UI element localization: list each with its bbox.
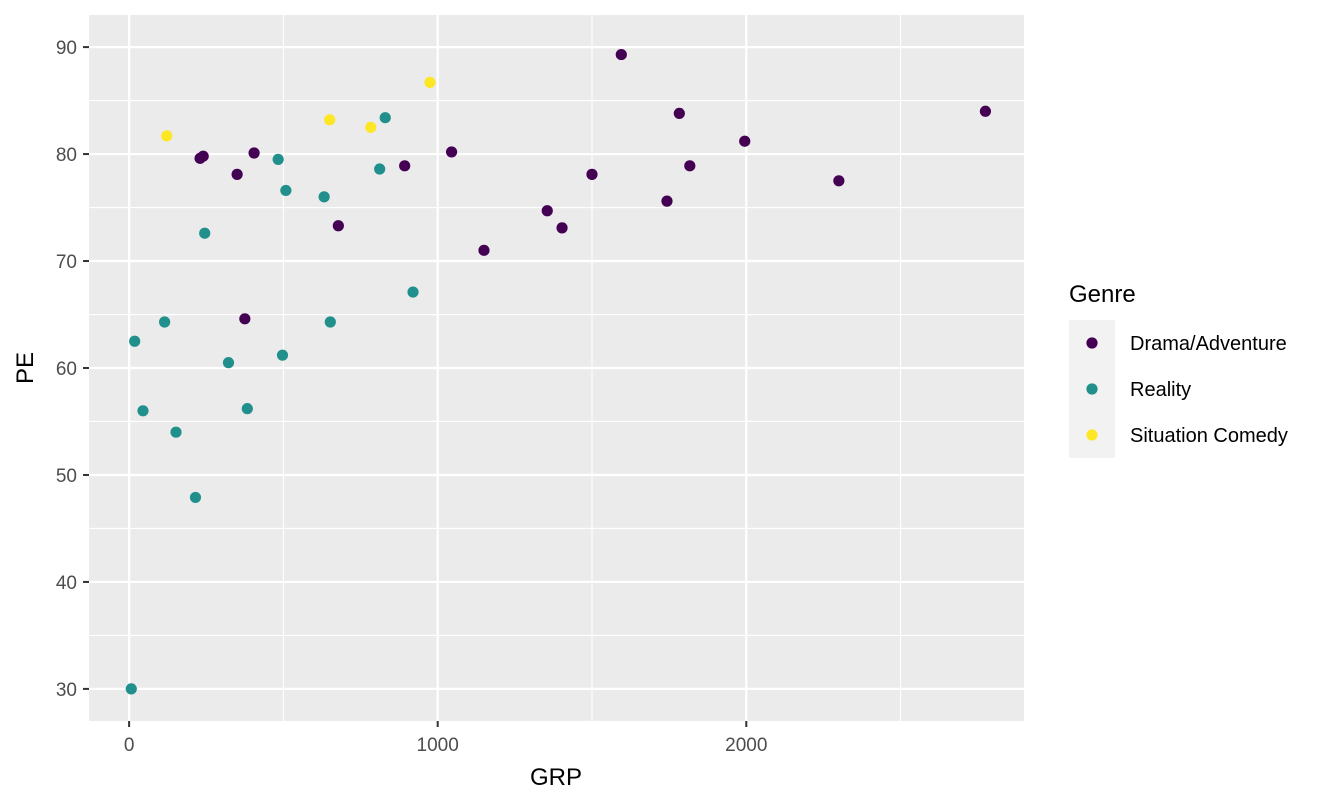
point-reality [374,163,386,175]
legend-key-drama-adventure [1086,337,1098,349]
y-tick-label: 40 [56,573,77,594]
point-reality [170,426,182,438]
point-reality [272,153,284,166]
point-reality [137,405,149,417]
legend-key-reality [1086,383,1098,395]
legend-title: Genre [1069,281,1136,308]
point-reality [222,357,235,369]
legend-key-situation-comedy [1086,429,1098,441]
point-drama-adventure [248,147,260,159]
data-points [125,48,992,695]
point-drama-adventure [673,107,685,120]
x-tick-label: 2000 [725,735,767,756]
x-axis-title: GRP [530,764,582,791]
point-drama-adventure [556,222,568,234]
y-tick-label: 70 [56,252,77,273]
point-situation-comedy [365,121,377,133]
point-reality [280,184,292,197]
y-tick-label: 80 [56,145,77,166]
point-drama-adventure [332,220,344,232]
point-situation-comedy [324,114,336,126]
legend-label-situation-comedy: Situation Comedy [1130,425,1288,447]
point-reality [276,349,289,361]
point-drama-adventure [586,168,598,180]
point-drama-adventure [197,150,209,162]
point-reality [125,683,137,695]
x-tick-label: 0 [124,735,135,756]
legend-label-reality: Reality [1130,379,1191,401]
point-reality [407,286,419,298]
point-drama-adventure [979,105,992,117]
y-tick-label: 60 [56,359,77,380]
point-drama-adventure [399,160,411,172]
point-reality [241,403,253,415]
point-drama-adventure [661,195,673,207]
point-drama-adventure [833,175,845,187]
point-drama-adventure [445,146,458,158]
major-gridlines [89,15,1024,721]
point-reality [189,491,202,504]
legend-label-drama-adventure: Drama/Adventure [1130,333,1287,355]
point-situation-comedy [161,130,173,142]
point-drama-adventure [239,313,251,325]
y-axis-title: PE [12,352,39,384]
x-tick-label: 1000 [417,735,459,756]
point-reality [129,335,141,347]
point-drama-adventure [739,135,751,147]
point-drama-adventure [541,205,553,217]
axis-ticks [83,46,748,727]
point-situation-comedy [424,76,436,88]
x-axis-tick-labels: 0 1000 2000 [124,735,768,756]
y-axis-tick-labels: 30 40 50 60 70 80 90 [56,38,77,701]
point-reality [379,112,391,124]
y-tick-label: 30 [56,680,77,701]
point-reality [199,227,211,239]
point-reality [159,316,171,328]
point-drama-adventure [231,168,243,180]
y-tick-label: 50 [56,466,77,487]
point-drama-adventure [684,160,696,172]
point-drama-adventure [478,244,490,256]
legend: Genre Drama/Adventure Reality Situation Co… [1069,281,1288,458]
point-drama-adventure [615,48,627,61]
point-reality [324,316,336,328]
point-reality [318,191,330,203]
y-tick-label: 90 [56,38,77,59]
